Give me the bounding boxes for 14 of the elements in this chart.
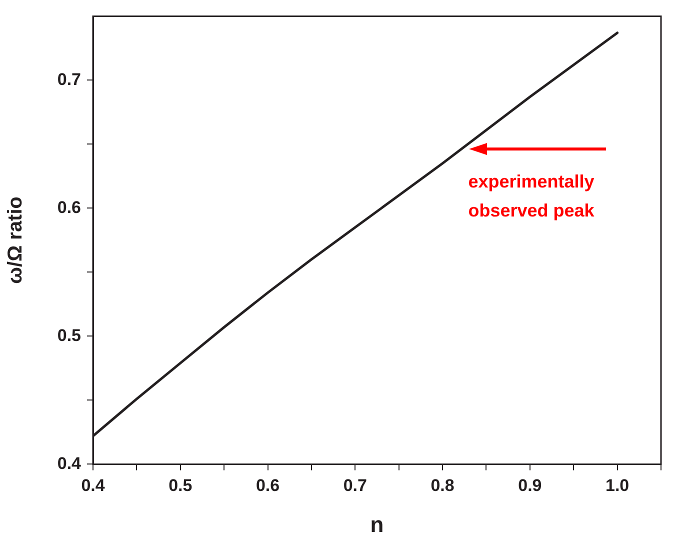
y-tick-label: 0.7 xyxy=(57,70,81,89)
x-axis-title: n xyxy=(370,512,384,537)
y-axis-title: ω/Ω ratio xyxy=(4,196,27,284)
y-tick-label: 0.4 xyxy=(57,454,82,473)
y-tick-label: 0.6 xyxy=(57,198,81,217)
x-tick-label: 0.5 xyxy=(168,476,192,496)
x-tick-label: 0.9 xyxy=(518,476,542,496)
y-tick-label: 0.5 xyxy=(57,326,81,345)
x-tick-label: 1.0 xyxy=(605,476,630,496)
x-tick-label: 0.6 xyxy=(256,476,280,496)
x-tick-label: 0.8 xyxy=(430,476,454,496)
x-tick-label: 0.7 xyxy=(343,476,367,496)
x-tick-label: 0.4 xyxy=(81,476,106,496)
annotation: experimentally observed peak xyxy=(468,171,596,220)
